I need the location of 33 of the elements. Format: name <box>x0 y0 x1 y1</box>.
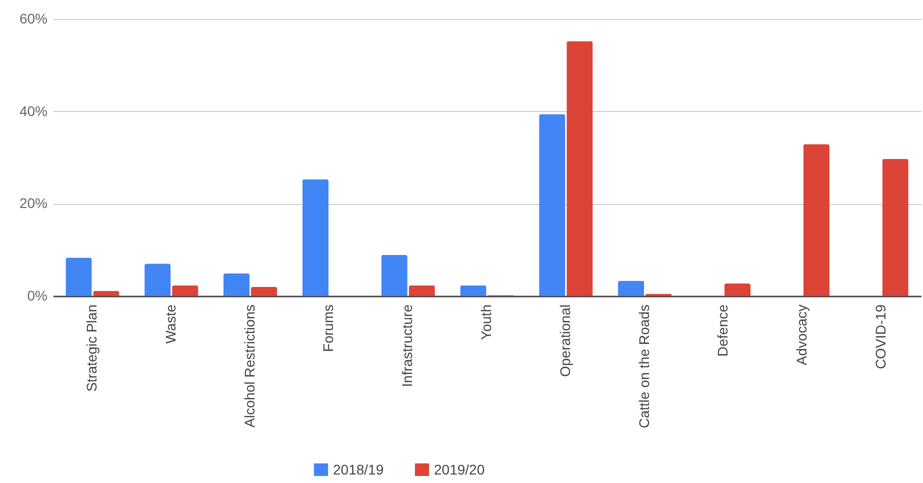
bar <box>144 264 171 296</box>
bar <box>250 286 278 296</box>
x-tick-label: Alcohol Restrictions <box>241 304 258 428</box>
x-tick-label: COVID-19 <box>872 304 889 370</box>
legend-label: 2018/19 <box>333 461 384 478</box>
bar <box>460 285 486 296</box>
bar <box>618 280 644 296</box>
x-tick-label: Advocacy <box>794 304 810 366</box>
x-tick-label: Defence <box>714 304 731 357</box>
bar <box>882 158 908 296</box>
bar <box>408 285 435 296</box>
x-tick-label: Infrastructure <box>399 304 416 387</box>
y-tick-label: 60% <box>19 10 48 26</box>
bar <box>803 144 830 296</box>
x-tick-label: Youth <box>478 304 494 340</box>
x-tick-label: Waste <box>162 304 178 344</box>
x-tick-label: Operational <box>556 304 573 377</box>
bar <box>223 273 250 296</box>
x-tick-label: Strategic Plan <box>83 304 100 392</box>
y-tick-label: 0% <box>27 288 48 304</box>
bar <box>539 114 566 296</box>
x-tick-label: Forums <box>320 304 336 352</box>
bar <box>302 179 328 296</box>
bar <box>172 285 198 296</box>
y-tick-label: 40% <box>19 102 48 119</box>
bar <box>93 290 120 296</box>
bar <box>724 284 751 296</box>
y-tick-label: 20% <box>19 195 48 212</box>
legend-label: 2019/20 <box>434 461 485 478</box>
bar <box>381 254 408 296</box>
x-tick-label: Cattle on the Roads <box>636 304 652 428</box>
bar <box>66 258 92 296</box>
bar <box>566 41 593 296</box>
